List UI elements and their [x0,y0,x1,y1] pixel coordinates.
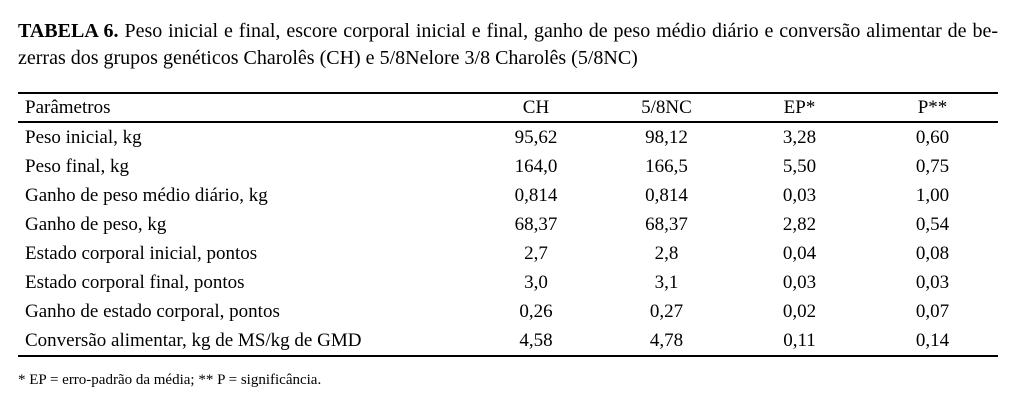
table-row: Ganho de estado corporal, pontos 0,26 0,… [18,297,998,326]
cell-param: Peso inicial, kg [25,126,142,148]
caption-label: TABELA 6. [18,20,119,42]
cell-ep: 3,28 [782,126,817,148]
table-caption: TABELA 6. Peso inicial e final, escore c… [18,18,998,72]
column-header-parametros: Parâmetros [18,92,471,123]
table-row: Peso inicial, kg 95,62 98,12 3,28 0,60 [18,122,998,152]
cell-p: 0,75 [915,155,950,177]
cell-p: 0,14 [915,329,950,351]
caption-line-1: TABELA 6. Peso inicial e final, escore c… [18,18,998,45]
cell-p: 1,00 [915,184,950,206]
cell-param: Conversão alimentar, kg de MS/kg de GMD [25,329,362,351]
cell-58nc: 3,1 [654,271,679,293]
cell-ch: 68,37 [514,213,558,235]
cell-param: Ganho de estado corporal, pontos [25,300,280,322]
cell-p: 0,60 [915,126,950,148]
cell-58nc: 98,12 [645,126,688,148]
cell-ch: 0,26 [519,300,553,322]
caption-line-2: zerras dos grupos genéticos Charolês (CH… [18,47,638,69]
cell-ch: 164,0 [514,155,558,177]
cell-58nc: 2,8 [654,242,679,264]
cell-param: Ganho de peso, kg [25,213,167,235]
cell-param: Estado corporal final, pontos [25,271,245,293]
table-row: Ganho de peso, kg 68,37 68,37 2,82 0,54 [18,210,998,239]
column-header-p: P** [867,92,998,123]
cell-ch: 4,58 [519,329,553,351]
table-row: Conversão alimentar, kg de MS/kg de GMD … [18,326,998,356]
cell-58nc: 0,27 [649,300,684,322]
cell-p: 0,07 [915,300,950,322]
table-row: Estado corporal final, pontos 3,0 3,1 0,… [18,268,998,297]
cell-ch: 0,814 [514,184,558,206]
header-row: Parâmetros CH 5/8NC EP* P** [18,92,998,123]
data-table: Parâmetros CH 5/8NC EP* P** Peso inicial… [18,92,998,357]
cell-ep: 0,02 [782,300,817,322]
cell-ch: 95,62 [514,126,558,148]
table-block: TABELA 6. Peso inicial e final, escore c… [18,18,998,389]
cell-p: 0,08 [915,242,950,264]
cell-p: 0,54 [915,213,950,235]
cell-ep: 0,03 [782,184,817,206]
cell-param: Peso final, kg [25,155,129,177]
table-footnote: * EP = erro-padrão da média; ** P = sign… [18,372,322,388]
cell-param: Ganho de peso médio diário, kg [25,184,268,206]
column-header-58nc: 5/8NC [601,92,732,123]
table-row: Ganho de peso médio diário, kg 0,814 0,8… [18,181,998,210]
cell-p: 0,03 [915,271,950,293]
cell-param: Estado corporal inicial, pontos [25,242,258,264]
cell-58nc: 68,37 [645,213,688,235]
cell-58nc: 0,814 [645,184,688,206]
column-header-ch: CH [471,92,601,123]
cell-ep: 0,03 [782,271,817,293]
cell-58nc: 166,5 [645,155,688,177]
column-header-ep: EP* [732,92,867,123]
cell-ch: 3,0 [524,271,548,293]
cell-58nc: 4,78 [649,329,684,351]
cell-ep: 2,82 [782,213,817,235]
cell-ch: 2,7 [524,242,548,264]
cell-ep: 0,11 [783,329,816,351]
caption-text-line1: Peso inicial e final, escore corporal in… [118,20,998,42]
cell-ep: 5,50 [782,155,817,177]
table-row: Peso final, kg 164,0 166,5 5,50 0,75 [18,152,998,181]
cell-ep: 0,04 [782,242,817,264]
table-row: Estado corporal inicial, pontos 2,7 2,8 … [18,239,998,268]
